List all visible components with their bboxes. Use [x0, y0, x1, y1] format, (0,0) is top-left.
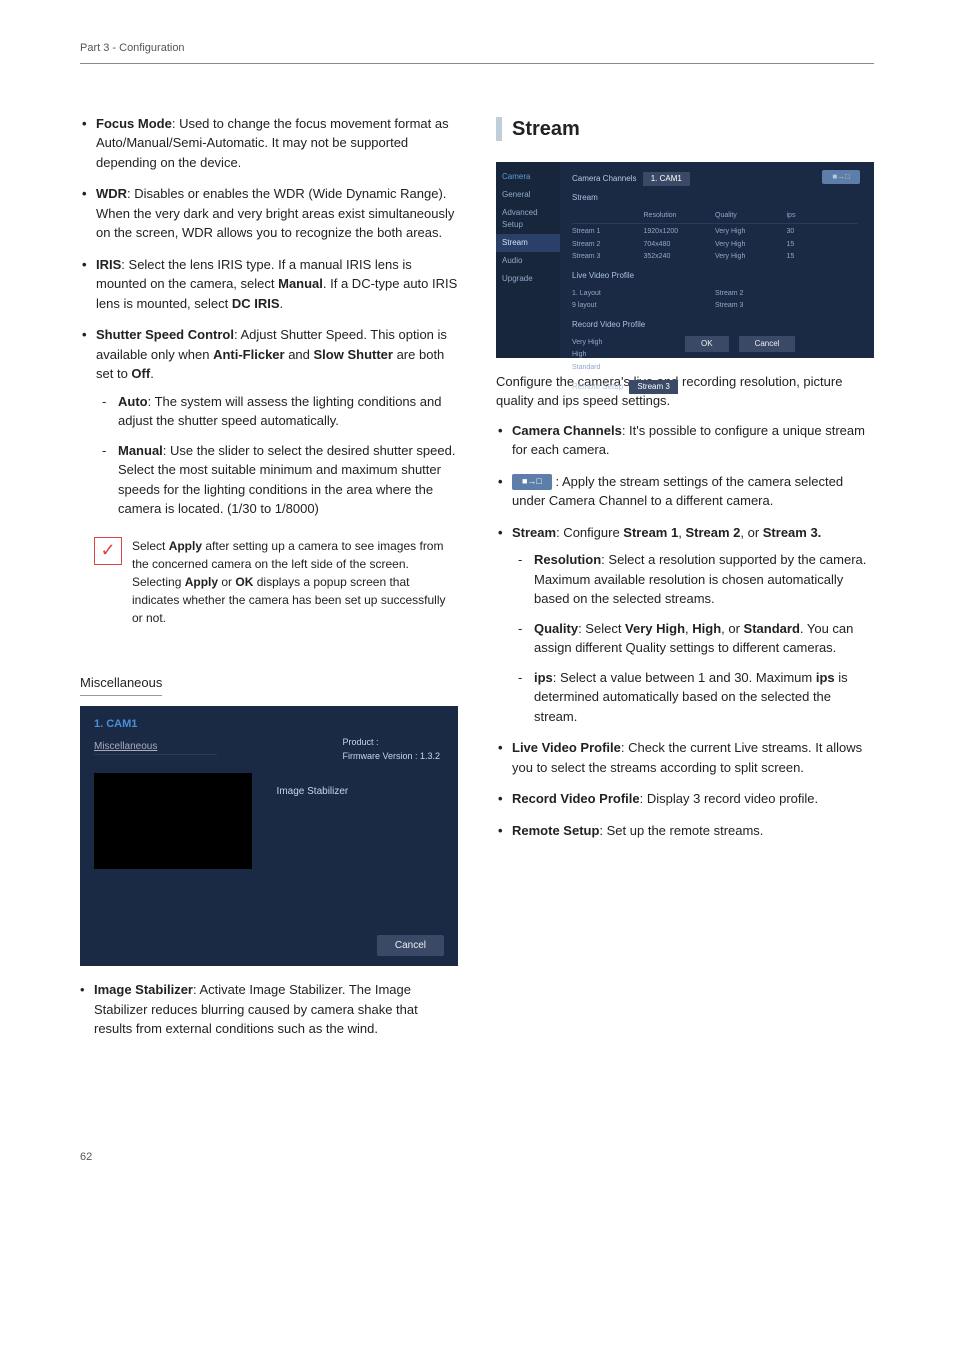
bullet-stream: Stream: Configure Stream 1, Stream 2, or… — [496, 523, 874, 727]
sidebar-general[interactable]: General — [500, 186, 556, 204]
note-box: ✓ Select Apply after setting up a camera… — [94, 537, 458, 627]
bullet-ips: ips: Select a value between 1 and 30. Ma… — [518, 668, 874, 727]
camera-channels-label: Camera Channels — [572, 174, 636, 183]
bullet-wdr: WDR: Disables or enables the WDR (Wide D… — [80, 184, 458, 243]
bullet-focus-mode: Focus Mode: Used to change the focus mov… — [80, 114, 458, 173]
remote-setup-select[interactable]: Stream 3 — [629, 380, 677, 394]
stream-screenshot: Camera General Advanced Setup Stream Aud… — [496, 162, 874, 358]
section-bar — [496, 117, 502, 141]
stream-title: Stream — [512, 114, 580, 144]
table-row[interactable]: 9 layoutStream 3 — [572, 300, 858, 313]
misc-heading: Miscellaneous — [80, 673, 162, 697]
cancel-button[interactable]: Cancel — [739, 336, 796, 352]
misc-cancel-button[interactable]: Cancel — [377, 935, 444, 956]
bullet-shutter: Shutter Speed Control: Adjust Shutter Sp… — [80, 325, 458, 519]
sidebar-audio[interactable]: Audio — [500, 252, 556, 270]
misc-product-info: Product : Firmware Version : 1.3.2 — [342, 736, 440, 763]
record-profile-head: Record Video Profile — [572, 319, 858, 331]
stream-sidebar: Camera General Advanced Setup Stream Aud… — [496, 162, 560, 358]
table-row[interactable]: Stream 2704x480Very High15 — [572, 239, 858, 252]
remote-setup-label: Remote Setup — [572, 382, 623, 391]
bullet-shutter-auto: Auto: The system will assess the lightin… — [102, 392, 458, 431]
misc-preview — [94, 773, 252, 869]
bullet-camera-channels: Camera Channels: It's possible to config… — [496, 421, 874, 460]
table-row[interactable]: 1. LayoutStream 2 — [572, 288, 858, 301]
bullet-image-stabilizer: Image Stabilizer: Activate Image Stabili… — [80, 980, 458, 1039]
page-header: Part 3 - Configuration — [80, 40, 874, 64]
table-row[interactable]: Standard — [572, 362, 858, 375]
bullet-record-profile: Record Video Profile: Display 3 record v… — [496, 789, 874, 809]
table-row[interactable]: Stream 3352x240Very High15 — [572, 251, 858, 264]
stream-table-head: Stream — [572, 192, 858, 204]
page-number: 62 — [80, 1149, 874, 1166]
copy-icon: ■→□ — [512, 474, 552, 490]
bullet-iris: IRIS: Select the lens IRIS type. If a ma… — [80, 255, 458, 314]
live-profile-head: Live Video Profile — [572, 270, 858, 282]
misc-stabilizer-label: Image Stabilizer — [277, 784, 349, 799]
table-row[interactable]: Stream 11920x1200Very High30 — [572, 226, 858, 239]
stream-section-head: Stream — [496, 114, 874, 144]
bullet-live-profile: Live Video Profile: Check the current Li… — [496, 738, 874, 777]
camera-channel-select[interactable]: 1. CAM1 — [643, 172, 690, 186]
sidebar-advanced[interactable]: Advanced Setup — [500, 204, 556, 234]
copy-settings-button[interactable]: ■→□ — [822, 170, 860, 184]
check-icon: ✓ — [94, 537, 122, 565]
ok-button[interactable]: OK — [685, 336, 729, 352]
sidebar-stream[interactable]: Stream — [496, 234, 560, 252]
misc-cam-title: 1. CAM1 — [94, 716, 444, 733]
bullet-copy: ■→□ : Apply the stream settings of the c… — [496, 472, 874, 511]
misc-tab[interactable]: Miscellaneous — [94, 739, 217, 755]
bullet-resolution: Resolution: Select a resolution supporte… — [518, 550, 874, 609]
bullet-quality: Quality: Select Very High, High, or Stan… — [518, 619, 874, 658]
left-column: Focus Mode: Used to change the focus mov… — [80, 114, 458, 1039]
sidebar-upgrade[interactable]: Upgrade — [500, 270, 556, 288]
misc-screenshot: 1. CAM1 Miscellaneous Product : Firmware… — [80, 706, 458, 966]
note-text: Select Apply after setting up a camera t… — [132, 537, 458, 627]
right-column: Stream Camera General Advanced Setup Str… — [496, 114, 874, 1039]
bullet-remote-setup: Remote Setup: Set up the remote streams. — [496, 821, 874, 841]
bullet-shutter-manual: Manual: Use the slider to select the des… — [102, 441, 458, 519]
sidebar-camera[interactable]: Camera — [500, 168, 556, 186]
table-header: Resolution Quality ips — [572, 210, 858, 225]
